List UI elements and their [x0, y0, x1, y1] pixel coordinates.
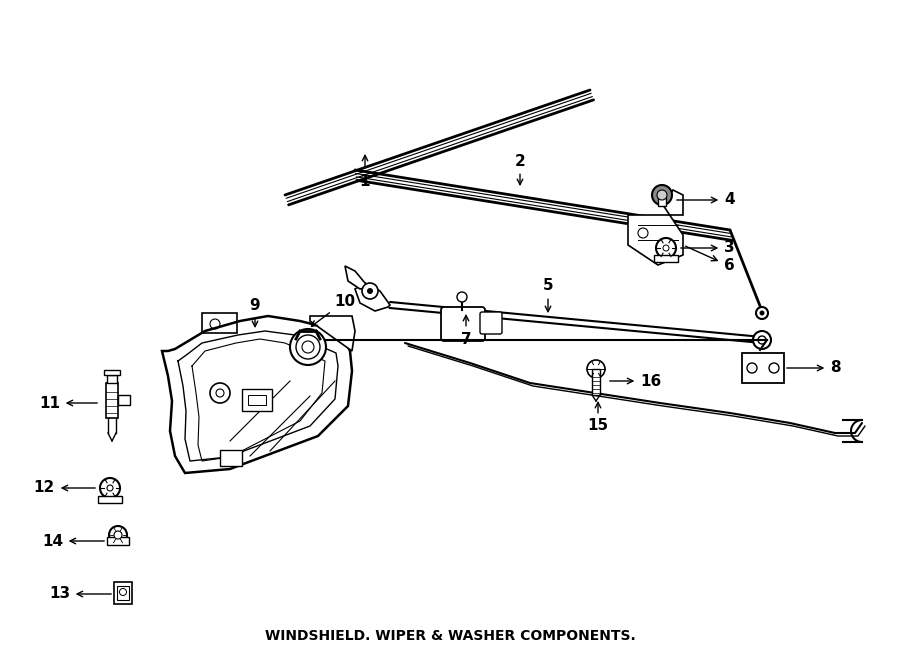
Bar: [107, 375, 117, 383]
Text: 5: 5: [543, 278, 553, 312]
Circle shape: [114, 531, 122, 539]
FancyBboxPatch shape: [480, 312, 502, 334]
Text: 8: 8: [787, 360, 841, 375]
Circle shape: [302, 341, 314, 353]
Text: 7: 7: [461, 315, 472, 346]
Text: 6: 6: [686, 246, 734, 274]
Bar: [248, 395, 266, 405]
FancyBboxPatch shape: [441, 307, 485, 341]
Circle shape: [663, 245, 669, 251]
Text: 4: 4: [677, 192, 734, 208]
Text: 2: 2: [515, 153, 526, 184]
Text: 1: 1: [360, 155, 370, 188]
Bar: [220, 450, 242, 466]
Circle shape: [657, 190, 667, 200]
Circle shape: [652, 185, 672, 205]
Bar: [202, 313, 237, 333]
Circle shape: [107, 485, 113, 491]
Circle shape: [362, 283, 378, 299]
Bar: [98, 496, 122, 503]
Circle shape: [100, 478, 120, 498]
Bar: [742, 353, 784, 383]
Circle shape: [296, 335, 320, 359]
Bar: [118, 395, 130, 405]
Bar: [117, 586, 129, 600]
Bar: [106, 383, 118, 418]
Circle shape: [216, 389, 224, 397]
Text: 9: 9: [249, 299, 260, 327]
Circle shape: [587, 360, 605, 378]
Polygon shape: [310, 316, 355, 351]
Bar: [104, 370, 120, 375]
Bar: [107, 537, 129, 545]
Text: 3: 3: [680, 241, 734, 256]
Bar: [114, 582, 132, 604]
Bar: [654, 255, 678, 262]
Circle shape: [457, 292, 467, 302]
Bar: [658, 195, 666, 206]
Text: 10: 10: [311, 293, 356, 327]
Polygon shape: [345, 266, 370, 289]
Polygon shape: [162, 316, 352, 473]
Circle shape: [367, 288, 373, 294]
Text: 14: 14: [42, 533, 104, 549]
Circle shape: [656, 238, 676, 258]
Text: 13: 13: [49, 586, 112, 602]
Circle shape: [109, 526, 127, 544]
Circle shape: [758, 336, 766, 344]
Circle shape: [760, 311, 764, 315]
Circle shape: [753, 331, 771, 349]
Text: 12: 12: [34, 481, 95, 496]
Polygon shape: [355, 283, 390, 311]
Text: 16: 16: [610, 373, 662, 389]
Bar: [592, 369, 600, 395]
Text: WINDSHIELD. WIPER & WASHER COMPONENTS.: WINDSHIELD. WIPER & WASHER COMPONENTS.: [265, 629, 635, 643]
Text: 11: 11: [39, 395, 97, 410]
Polygon shape: [628, 190, 683, 265]
Circle shape: [756, 307, 768, 319]
Circle shape: [290, 329, 326, 365]
Circle shape: [210, 383, 230, 403]
Bar: [242, 389, 272, 411]
Text: 15: 15: [588, 403, 608, 434]
